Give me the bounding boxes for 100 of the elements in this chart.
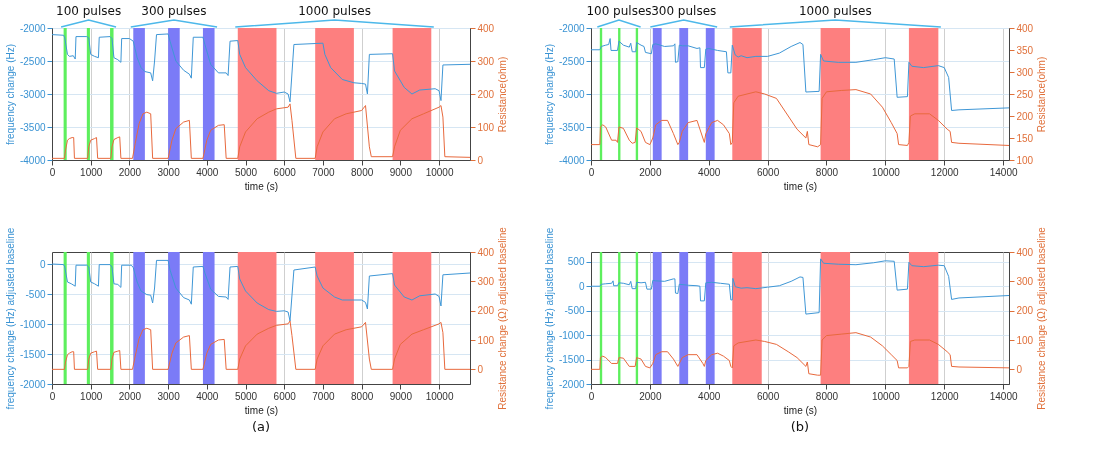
x-tick-label: 2000	[639, 390, 662, 402]
y2-tick-label: 100	[1016, 154, 1034, 166]
y-tick-label: -1500	[19, 348, 46, 360]
y2-tick-label: 300	[477, 55, 495, 67]
y-tick-label: -2500	[558, 55, 585, 67]
y2-axis-title: Resistance change (Ω) adjusted baseline	[1036, 226, 1048, 410]
y2-tick-label: 250	[1016, 88, 1034, 100]
y-axis-title: frequency change (Hz)	[4, 43, 16, 146]
y-tick-label: -3500	[19, 121, 46, 133]
y-tick-label: 500	[567, 256, 585, 268]
y2-tick-label: 300	[1016, 275, 1034, 287]
x-tick-label: 1000	[80, 390, 103, 402]
x-tick-label: 6000	[273, 390, 297, 402]
y-tick-label: -1000	[19, 318, 46, 330]
y2-tick-label: 100	[1016, 334, 1034, 346]
y-tick-label: -3000	[558, 88, 585, 100]
y-tick-label: -2500	[19, 55, 46, 67]
line-series	[591, 258, 1009, 315]
x-tick-label: 0	[588, 166, 595, 178]
text: 100 pulses	[55, 4, 122, 18]
x-tick-label: 10000	[425, 390, 454, 402]
y2-tick-label: 350	[1016, 44, 1034, 56]
y-tick-label: -2000	[558, 22, 585, 34]
y2-axis-title: Resistance(ohm)	[497, 56, 509, 133]
x-tick-label: 8000	[815, 166, 839, 178]
y2-tick-label: 150	[1016, 132, 1034, 144]
y-tick-label: -2000	[558, 378, 585, 390]
x-tick-label: 6000	[273, 166, 297, 178]
x-tick-label: 12000	[930, 390, 960, 402]
x-tick-label: 0	[588, 390, 595, 402]
y2-tick-label: 300	[1016, 66, 1034, 78]
x-axis-title: time (s)	[244, 180, 279, 192]
y-tick-label: -2000	[19, 378, 46, 390]
x-tick-label: 12000	[930, 166, 960, 178]
y-axis-title: frequency change (Hz)	[543, 43, 555, 146]
x-tick-label: 14000	[989, 390, 1018, 402]
x-tick-label: 5000	[234, 390, 258, 402]
x-tick-label: 3000	[157, 390, 181, 402]
x-tick-label: 9000	[389, 390, 413, 402]
text: 1000 pulses	[798, 4, 872, 18]
y-tick-label: -500	[25, 288, 46, 300]
y2-tick-label: 300	[477, 275, 495, 287]
x-tick-label: 0	[49, 390, 56, 402]
text: 300 pulses	[141, 4, 207, 18]
x-tick-label: 0	[49, 166, 56, 178]
x-axis-title: time (s)	[244, 404, 279, 416]
y2-tick-label: 400	[477, 246, 495, 258]
y2-tick-label: 200	[477, 88, 495, 100]
text: (a)	[251, 419, 271, 434]
x-axis-title: time (s)	[783, 180, 818, 192]
x-tick-label: 6000	[756, 166, 780, 178]
y-axis-title: frequency change (Hz) adjusted baseline	[543, 227, 555, 410]
y-tick-label: 0	[39, 258, 46, 270]
x-tick-label: 2000	[639, 166, 662, 178]
y2-tick-label: 400	[477, 22, 495, 34]
y-axis-title: frequency change (Hz) adjusted baseline	[4, 227, 16, 410]
x-tick-label: 10000	[425, 166, 454, 178]
y2-tick-label: 200	[477, 305, 495, 317]
y-tick-label: -500	[564, 305, 585, 317]
text: 100 pulses	[586, 4, 652, 18]
text: 1000 pulses	[298, 4, 371, 18]
line-series	[591, 89, 1009, 148]
line-series	[52, 259, 470, 322]
x-tick-label: 9000	[389, 166, 413, 178]
y-tick-label: -1000	[558, 329, 585, 341]
line-series	[52, 33, 470, 103]
x-tick-label: 8000	[351, 390, 374, 402]
x-axis-title: time (s)	[783, 404, 818, 416]
x-tick-label: 2000	[118, 166, 142, 178]
x-tick-label: 10000	[871, 166, 901, 178]
y2-tick-label: 0	[477, 363, 484, 375]
y2-tick-label: 400	[1016, 22, 1034, 34]
x-tick-label: 3000	[157, 166, 181, 178]
y-tick-label: -4000	[19, 154, 46, 166]
x-tick-label: 7000	[312, 166, 335, 178]
x-tick-label: 8000	[815, 390, 839, 402]
line-series	[591, 38, 1009, 111]
x-tick-label: 10000	[871, 390, 901, 402]
y-tick-label: -2000	[19, 22, 46, 34]
y2-tick-label: 200	[1016, 110, 1034, 122]
y-tick-label: 0	[578, 280, 585, 292]
text: 300 pulses	[651, 4, 717, 18]
x-tick-label: 4000	[698, 166, 721, 178]
x-tick-label: 2000	[118, 390, 142, 402]
x-tick-label: 8000	[351, 166, 374, 178]
y2-tick-label: 400	[1016, 246, 1034, 258]
x-tick-label: 6000	[756, 390, 780, 402]
y2-tick-label: 100	[477, 121, 495, 133]
x-tick-label: 1000	[80, 166, 103, 178]
y2-tick-label: 0	[1016, 363, 1023, 375]
y-tick-label: -1500	[558, 354, 585, 366]
text: (b)	[790, 419, 810, 434]
y2-tick-label: 200	[1016, 305, 1034, 317]
y2-tick-label: 100	[477, 334, 495, 346]
y-tick-label: -4000	[558, 154, 585, 166]
y2-axis-title: Resistance change (Ω) adjusted baseline	[497, 226, 509, 410]
x-tick-label: 4000	[698, 390, 721, 402]
x-tick-label: 5000	[234, 166, 258, 178]
y-tick-label: -3500	[558, 121, 585, 133]
line-series	[591, 332, 1009, 376]
